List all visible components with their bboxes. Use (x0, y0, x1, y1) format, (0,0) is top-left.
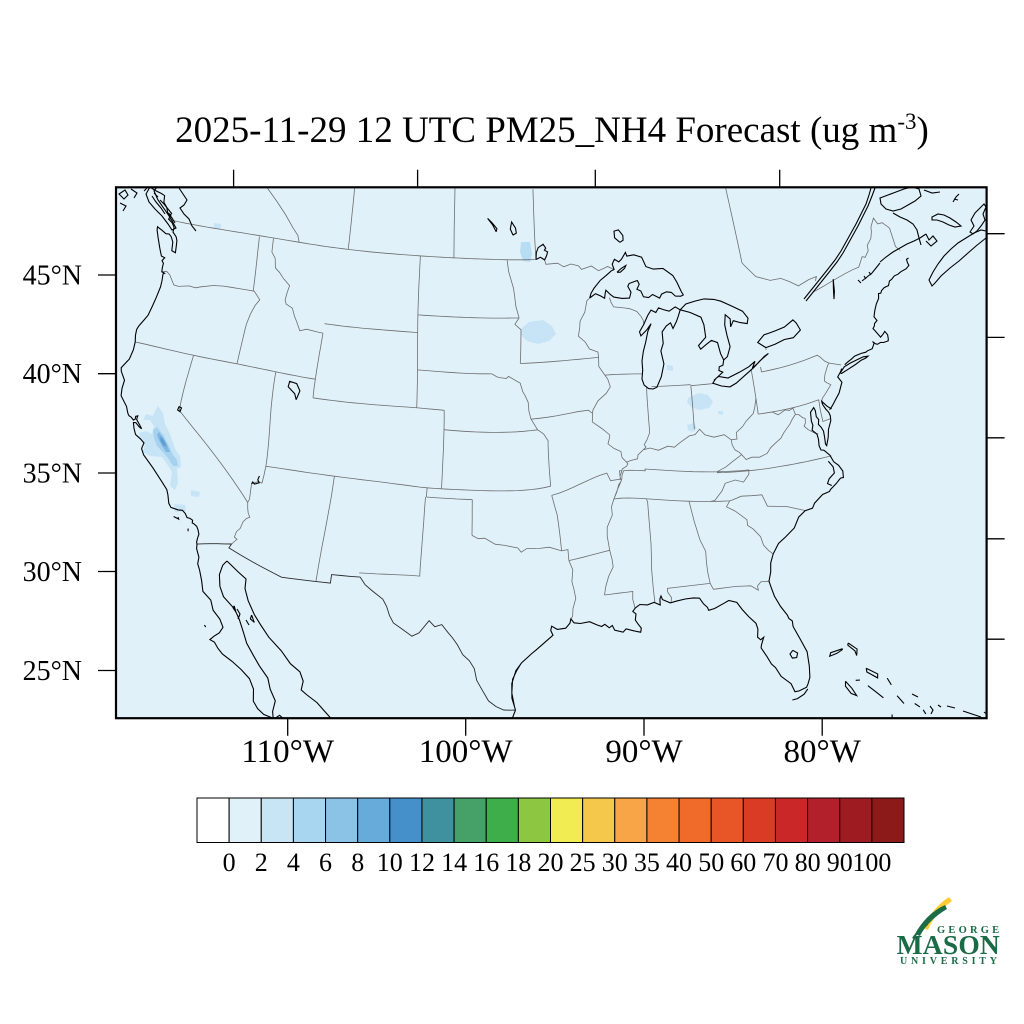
svg-text:80°W: 80°W (784, 734, 862, 770)
svg-text:UNIVERSITY: UNIVERSITY (900, 956, 1001, 967)
svg-text:70: 70 (763, 848, 789, 877)
svg-text:6: 6 (319, 848, 332, 877)
svg-text:12: 12 (409, 848, 435, 877)
svg-text:25: 25 (570, 848, 596, 877)
svg-text:8: 8 (351, 848, 364, 877)
svg-text:MASON: MASON (897, 929, 1000, 960)
svg-text:20: 20 (538, 848, 564, 877)
svg-text:0: 0 (223, 848, 236, 877)
svg-text:40: 40 (666, 848, 692, 877)
svg-text:GEORGE: GEORGE (937, 925, 1002, 936)
svg-text:80: 80 (795, 848, 821, 877)
svg-text:16: 16 (473, 848, 499, 877)
svg-text:35°N: 35°N (23, 459, 82, 490)
svg-text:35: 35 (634, 848, 660, 877)
svg-text:2025-11-29 12 UTC PM25_NH4 For: 2025-11-29 12 UTC PM25_NH4 Forecast (ug … (175, 109, 929, 151)
svg-text:30: 30 (602, 848, 628, 877)
svg-text:18: 18 (505, 848, 531, 877)
svg-text:14: 14 (441, 848, 467, 877)
svg-text:50: 50 (698, 848, 724, 877)
svg-text:2: 2 (255, 848, 268, 877)
svg-text:100°W: 100°W (419, 734, 514, 770)
svg-text:45°N: 45°N (23, 261, 82, 292)
svg-text:25°N: 25°N (23, 656, 82, 687)
svg-text:90°W: 90°W (605, 734, 683, 770)
svg-text:40°N: 40°N (23, 359, 82, 390)
svg-text:110°W: 110°W (241, 734, 334, 770)
svg-text:30°N: 30°N (23, 557, 82, 588)
svg-text:4: 4 (287, 848, 300, 877)
svg-text:60: 60 (730, 848, 756, 877)
svg-text:100: 100 (852, 848, 891, 877)
svg-text:10: 10 (377, 848, 403, 877)
svg-text:90: 90 (827, 848, 853, 877)
